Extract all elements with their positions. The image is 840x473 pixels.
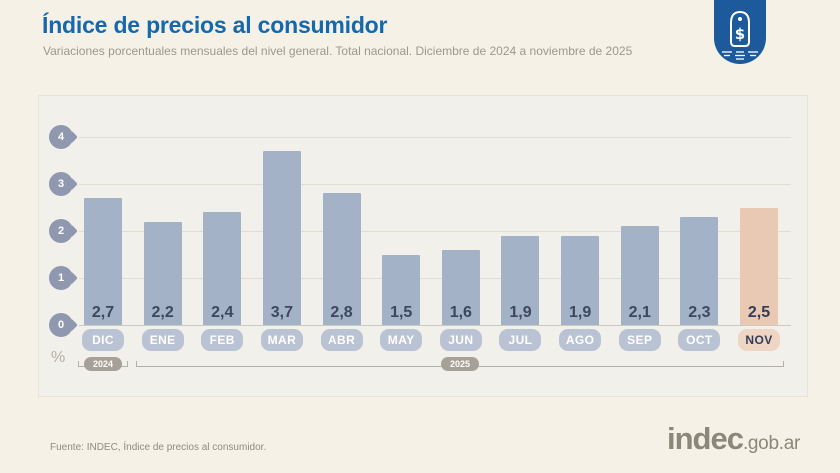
bar-sep: 2,1 <box>620 226 659 325</box>
year-bracket-2025: 2025 <box>136 357 784 371</box>
bar-value-oct: 2,3 <box>688 304 711 321</box>
bar-column-oct: 2,3 OCT <box>677 96 721 351</box>
bar-column-mar: 3,7 MAR <box>260 96 304 351</box>
bar-value-abr: 2,8 <box>330 304 353 321</box>
bar-jun: 1,6 <box>441 249 480 325</box>
price-tag-icon: $ <box>722 10 758 60</box>
month-label-nov: NOV <box>738 329 781 351</box>
y-tick-2: 2 <box>49 219 73 243</box>
page-subtitle: Variaciones porcentuales mensuales del n… <box>43 44 633 58</box>
bar-mar: 3,7 <box>262 151 301 325</box>
indec-logo: indec.gob.ar <box>667 421 800 457</box>
bar-feb: 2,4 <box>203 212 242 325</box>
bar-column-sep: 2,1 SEP <box>618 96 662 351</box>
bar-value-may: 1,5 <box>390 304 413 321</box>
bar-value-mar: 3,7 <box>270 304 294 321</box>
month-label-ago: AGO <box>559 329 602 351</box>
y-tick-0: 0 <box>49 313 73 337</box>
bar-abr: 2,8 <box>322 193 361 325</box>
gridline-y-4 <box>79 137 791 138</box>
month-label-oct: OCT <box>678 329 721 351</box>
indec-logo-domain: .gob.ar <box>742 433 800 454</box>
month-label-ene: ENE <box>141 329 184 351</box>
gridline-y-0 <box>79 325 791 326</box>
bar-column-dic: 2,7 DIC <box>81 96 125 351</box>
source-note: Fuente: INDEC, Índice de precios al cons… <box>50 442 267 453</box>
y-tick-4: 4 <box>49 125 73 149</box>
bar-column-nov: 2,5 NOV <box>737 96 781 351</box>
bar-value-jul: 1,9 <box>509 304 532 321</box>
indec-logo-text: indec <box>666 421 744 456</box>
month-label-mar: MAR <box>260 329 303 351</box>
bar-ene: 2,2 <box>143 221 182 325</box>
y-tick-3: 3 <box>49 172 73 196</box>
gridline-y-3 <box>79 184 791 185</box>
year-bracket-2024: 2024 <box>78 357 128 371</box>
bar-column-may: 1,5 MAY <box>379 96 423 351</box>
bar-value-jun: 1,6 <box>449 304 472 321</box>
bar-value-dic: 2,7 <box>91 304 115 321</box>
bar-nov: 2,5 <box>740 207 779 325</box>
svg-text:$: $ <box>735 25 745 43</box>
month-label-feb: FEB <box>201 329 244 351</box>
bar-column-abr: 2,8 ABR <box>320 96 364 351</box>
year-label-2025: 2025 <box>441 357 479 371</box>
y-axis-unit-label: % <box>51 349 66 366</box>
month-label-jul: JUL <box>499 329 542 351</box>
bar-value-sep: 2,1 <box>628 304 651 321</box>
month-label-abr: ABR <box>320 329 363 351</box>
bar-ago: 1,9 <box>561 235 600 325</box>
bar-value-ene: 2,2 <box>151 304 174 321</box>
y-tick-1: 1 <box>49 266 73 290</box>
month-label-dic: DIC <box>82 329 124 351</box>
month-label-may: MAY <box>380 329 423 351</box>
bar-column-jun: 1,6 JUN <box>439 96 483 351</box>
bar-dic: 2,7 <box>84 198 122 325</box>
bar-column-jul: 1,9 JUL <box>498 96 542 351</box>
bar-value-ago: 1,9 <box>568 304 592 321</box>
bar-may: 1,5 <box>382 254 421 325</box>
month-label-jun: JUN <box>439 329 482 351</box>
gridline-y-2 <box>79 231 791 232</box>
page-title: Índice de precios al consumidor <box>42 12 388 38</box>
bar-value-nov: 2,5 <box>747 304 771 321</box>
year-label-2024: 2024 <box>84 357 122 371</box>
bar-oct: 2,3 <box>680 216 719 325</box>
bar-column-ago: 1,9 AGO <box>558 96 602 351</box>
bar-jul: 1,9 <box>501 235 540 325</box>
bar-column-feb: 2,4 FEB <box>200 96 244 351</box>
month-label-sep: SEP <box>618 329 661 351</box>
bar-column-ene: 2,2 ENE <box>141 96 185 351</box>
price-tag-badge: $ <box>714 0 766 64</box>
bar-value-feb: 2,4 <box>211 304 234 321</box>
gridline-y-1 <box>79 278 791 279</box>
chart-panel: 0 1 2 3 4 2,7 DIC 2,2 ENE 2,4 FEB 3,7 MAR 2,8 ABR 1,5 M… <box>38 95 808 397</box>
